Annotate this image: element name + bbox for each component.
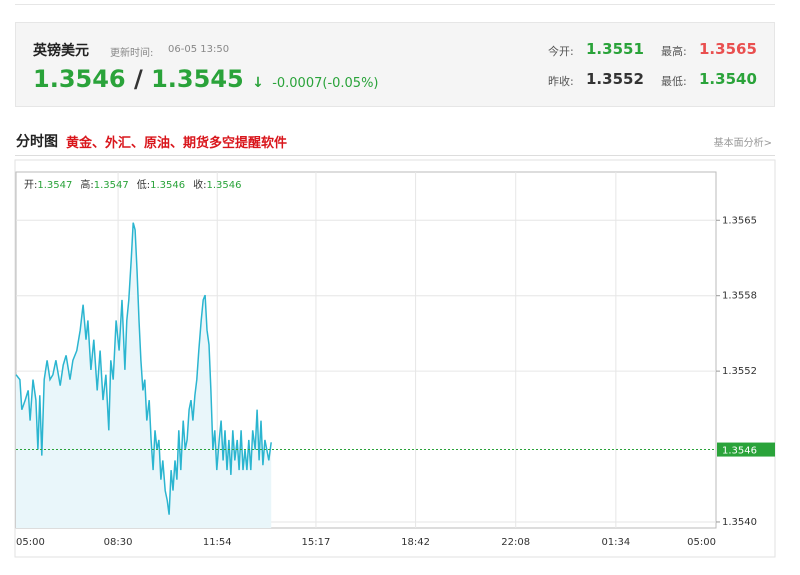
stat-label: 昨收: [548, 75, 574, 88]
bid-price: 1.3546 [33, 65, 126, 93]
stat-value: 1.3552 [586, 70, 644, 88]
info-label: 低: [137, 178, 150, 191]
update-time: 06-05 13:50 [168, 44, 230, 55]
info-value: 1.3546 [150, 180, 185, 191]
update-label: 更新时间: [110, 48, 154, 59]
analysis-link[interactable]: 基本面分析> [713, 138, 772, 149]
x-tick-label: 05:00 [687, 537, 716, 548]
section-title: 分时图 [16, 134, 58, 150]
y-tick-label: 1.3540 [722, 517, 757, 528]
top-rule [15, 4, 775, 5]
stat-label: 今开: [548, 45, 574, 58]
info-value: 1.3547 [94, 180, 129, 191]
price-line [15, 222, 272, 515]
x-tick-label: 01:34 [601, 537, 630, 548]
ask-price: 1.3545 [151, 65, 244, 93]
y-tick-label: 1.3558 [722, 291, 757, 302]
chart-frame [14, 159, 776, 558]
x-tick-label: 15:17 [302, 537, 331, 548]
y-tick-label: 1.3565 [722, 215, 757, 226]
price-separator: / [133, 65, 143, 93]
promo-link[interactable]: 黄金、外汇、原油、期货多空提醒软件 [66, 136, 288, 151]
x-tick-label: 05:00 [16, 537, 45, 548]
info-label: 开: [24, 180, 37, 191]
current-price-tag [717, 442, 775, 457]
plot-frame [15, 171, 717, 529]
symbol-name: 英镑美元 [33, 43, 89, 59]
quote-header: 英镑美元 更新时间: 06-05 13:50 1.3546 / 1.3545 ↓… [15, 22, 775, 107]
info-value: 1.3546 [207, 180, 242, 191]
price-row: 1.3546 / 1.3545 ↓ -0.0007(-0.05%) [33, 65, 379, 93]
info-label: 收: [193, 178, 206, 191]
stat-value: 1.3551 [586, 40, 644, 58]
info-value: 1.3547 [37, 180, 72, 191]
stat-value: 1.3565 [699, 40, 757, 58]
stat-label: 最低: [661, 75, 687, 88]
price-change: -0.0007(-0.05%) [272, 76, 379, 91]
stat-value: 1.3540 [699, 70, 757, 88]
x-tick-label: 11:54 [203, 537, 232, 548]
section-rule [15, 155, 775, 156]
x-tick-label: 22:08 [501, 537, 530, 548]
current-price-label: 1.3546 [722, 446, 757, 457]
down-arrow: ↓ [252, 75, 264, 91]
info-label: 高: [80, 178, 93, 191]
stat-label: 最高: [661, 45, 687, 58]
x-tick-label: 18:42 [401, 537, 430, 548]
x-tick-label: 08:30 [104, 537, 133, 548]
y-tick-label: 1.3552 [722, 366, 757, 377]
area [16, 222, 272, 528]
